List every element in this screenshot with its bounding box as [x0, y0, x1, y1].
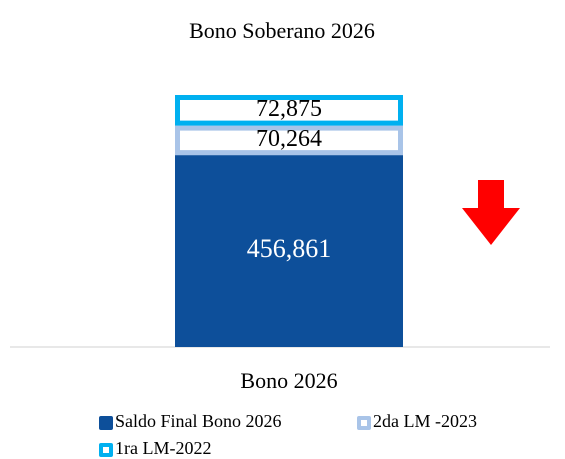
- legend-label: 1ra LM-2022: [115, 438, 211, 458]
- legend-swatch-inner: [361, 420, 367, 426]
- data-label: 456,861: [247, 234, 332, 263]
- bar-segment: [175, 155, 403, 347]
- legend-label: 2da LM -2023: [373, 411, 477, 431]
- bar-segment: [175, 125, 403, 156]
- down-arrow: [462, 180, 520, 245]
- legend-swatch: [99, 416, 113, 430]
- legend-swatch-inner: [103, 447, 109, 453]
- legend-label: Saldo Final Bono 2026: [115, 411, 282, 431]
- bar-segment: [175, 95, 403, 126]
- data-label: 72,875: [256, 96, 322, 122]
- x-tick-label: Bono 2026: [240, 368, 337, 393]
- data-label: 70,264: [256, 126, 322, 152]
- chart-title: Bono Soberano 2026: [189, 18, 375, 43]
